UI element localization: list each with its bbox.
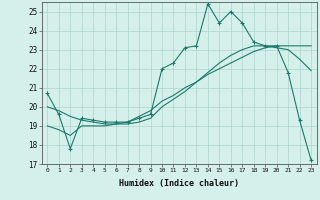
X-axis label: Humidex (Indice chaleur): Humidex (Indice chaleur): [119, 179, 239, 188]
